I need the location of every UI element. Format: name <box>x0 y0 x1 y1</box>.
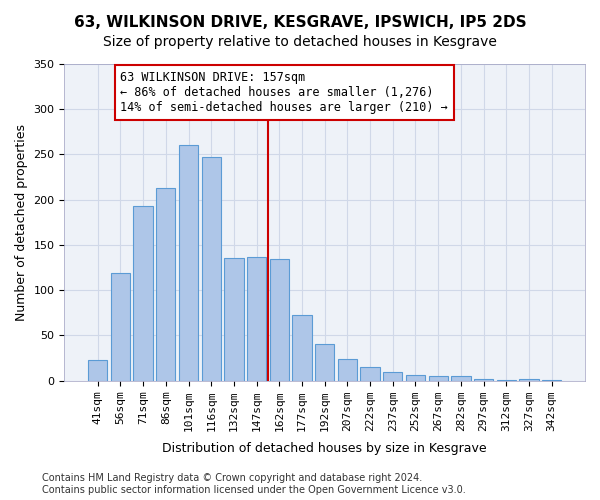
Bar <box>361 367 380 380</box>
Bar <box>520 379 539 380</box>
Bar <box>156 188 175 380</box>
Text: 63 WILKINSON DRIVE: 157sqm
← 86% of detached houses are smaller (1,276)
14% of s: 63 WILKINSON DRIVE: 157sqm ← 86% of deta… <box>121 71 448 114</box>
Bar <box>428 376 448 380</box>
Text: 63, WILKINSON DRIVE, KESGRAVE, IPSWICH, IP5 2DS: 63, WILKINSON DRIVE, KESGRAVE, IPSWICH, … <box>74 15 526 30</box>
Text: Size of property relative to detached houses in Kesgrave: Size of property relative to detached ho… <box>103 35 497 49</box>
Bar <box>338 359 357 380</box>
Bar <box>224 258 244 380</box>
Bar <box>383 372 403 380</box>
Bar <box>179 146 198 380</box>
Bar <box>406 375 425 380</box>
Bar <box>133 206 153 380</box>
Bar <box>451 376 470 380</box>
X-axis label: Distribution of detached houses by size in Kesgrave: Distribution of detached houses by size … <box>163 442 487 455</box>
Bar <box>88 360 107 380</box>
Bar <box>315 344 334 380</box>
Bar <box>474 379 493 380</box>
Y-axis label: Number of detached properties: Number of detached properties <box>15 124 28 321</box>
Bar <box>111 273 130 380</box>
Text: Contains HM Land Registry data © Crown copyright and database right 2024.
Contai: Contains HM Land Registry data © Crown c… <box>42 474 466 495</box>
Bar <box>247 256 266 380</box>
Bar <box>292 314 311 380</box>
Bar <box>269 258 289 380</box>
Bar <box>202 157 221 380</box>
